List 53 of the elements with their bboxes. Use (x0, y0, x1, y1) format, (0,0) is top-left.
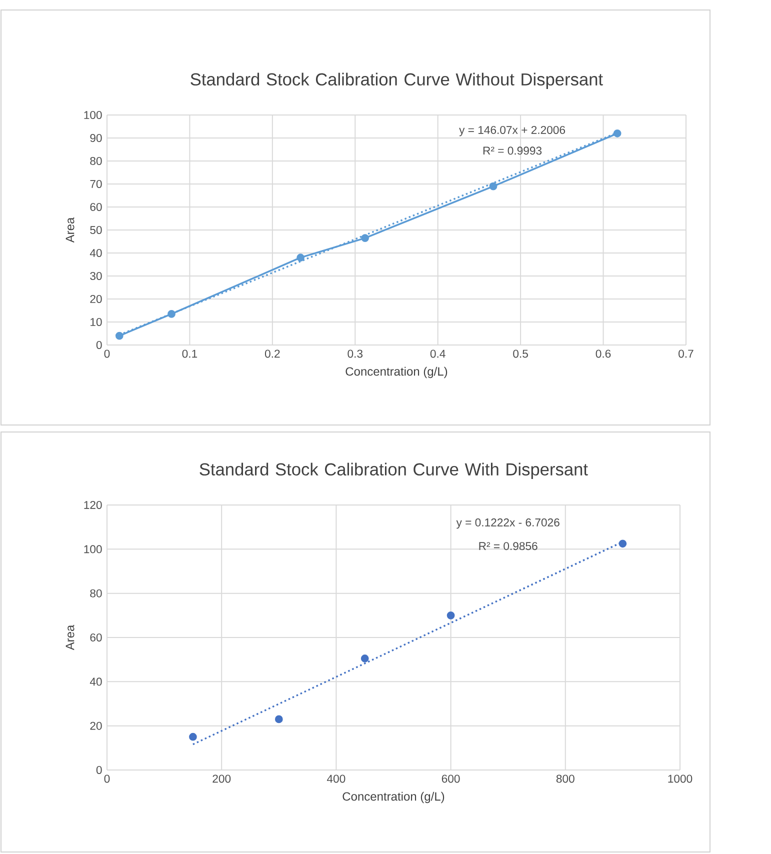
x-tick-label: 0.5 (512, 350, 528, 358)
chart-title: Standard Stock Calibration Curve Without Dispersant (190, 72, 603, 89)
point (115, 332, 124, 340)
y-tick-label: 80 (90, 589, 102, 598)
y-tick-label: 20 (90, 722, 102, 730)
point (446, 611, 455, 620)
x-tick-label: 0.6 (596, 350, 611, 358)
chart-title: Standard Stock Calibration Curve With Dispersant (200, 462, 588, 479)
y-tick-label: 60 (90, 633, 102, 642)
x-tick-label: 200 (212, 774, 230, 783)
annotation: y = 146.07x + 2.2006 (458, 126, 565, 136)
annotation: R² = 0.9993 (483, 146, 542, 155)
y-tick-label: 10 (90, 318, 102, 326)
y-tick-label: 20 (90, 294, 102, 304)
y-tick-label: 60 (90, 202, 102, 212)
point (361, 234, 369, 242)
annotation: y = 0.1222x - 6.7026 (456, 518, 560, 529)
y-tick-label: 120 (84, 500, 102, 509)
point (618, 540, 627, 548)
x-tick-label: 0.7 (678, 350, 694, 358)
x-tick-label: 0.1 (182, 350, 197, 358)
x-tick-label: 1000 (668, 774, 692, 783)
y-axis-title: Area (66, 624, 74, 650)
x-tick-label: 400 (326, 774, 346, 783)
y-tick-label: 50 (90, 226, 102, 234)
point (489, 182, 498, 190)
point (274, 715, 283, 724)
y-tick-label: 70 (90, 180, 102, 188)
y-axis-title: Area (66, 217, 74, 243)
y-tick-label: 90 (90, 134, 102, 142)
y-tick-label: 40 (90, 678, 102, 686)
y-tick-label: 40 (90, 248, 102, 258)
x-tick-label: 0.3 (348, 350, 362, 358)
point (613, 129, 622, 138)
x-tick-label: 0 (104, 774, 110, 783)
annotation: R² = 0.9856 (479, 542, 538, 550)
y-tick-label: 100 (84, 545, 102, 554)
y-tick-label: 100 (84, 111, 102, 120)
x-tick-label: 800 (556, 774, 574, 783)
point (167, 310, 176, 318)
y-tick-label: 0 (96, 766, 102, 774)
y-tick-label: 30 (90, 272, 102, 280)
point (188, 732, 197, 741)
x-axis-title: Concentration (g/L) (346, 366, 447, 378)
point (296, 254, 304, 262)
x-axis-title: Concentration (g/L) (342, 792, 444, 804)
point (360, 654, 369, 662)
y-tick-label: 80 (90, 157, 102, 166)
x-tick-label: 0.2 (264, 350, 280, 358)
x-tick-label: 0.4 (430, 350, 446, 358)
x-tick-label: 0 (104, 350, 110, 358)
x-tick-label: 600 (442, 774, 460, 783)
y-tick-label: 0 (96, 340, 102, 350)
